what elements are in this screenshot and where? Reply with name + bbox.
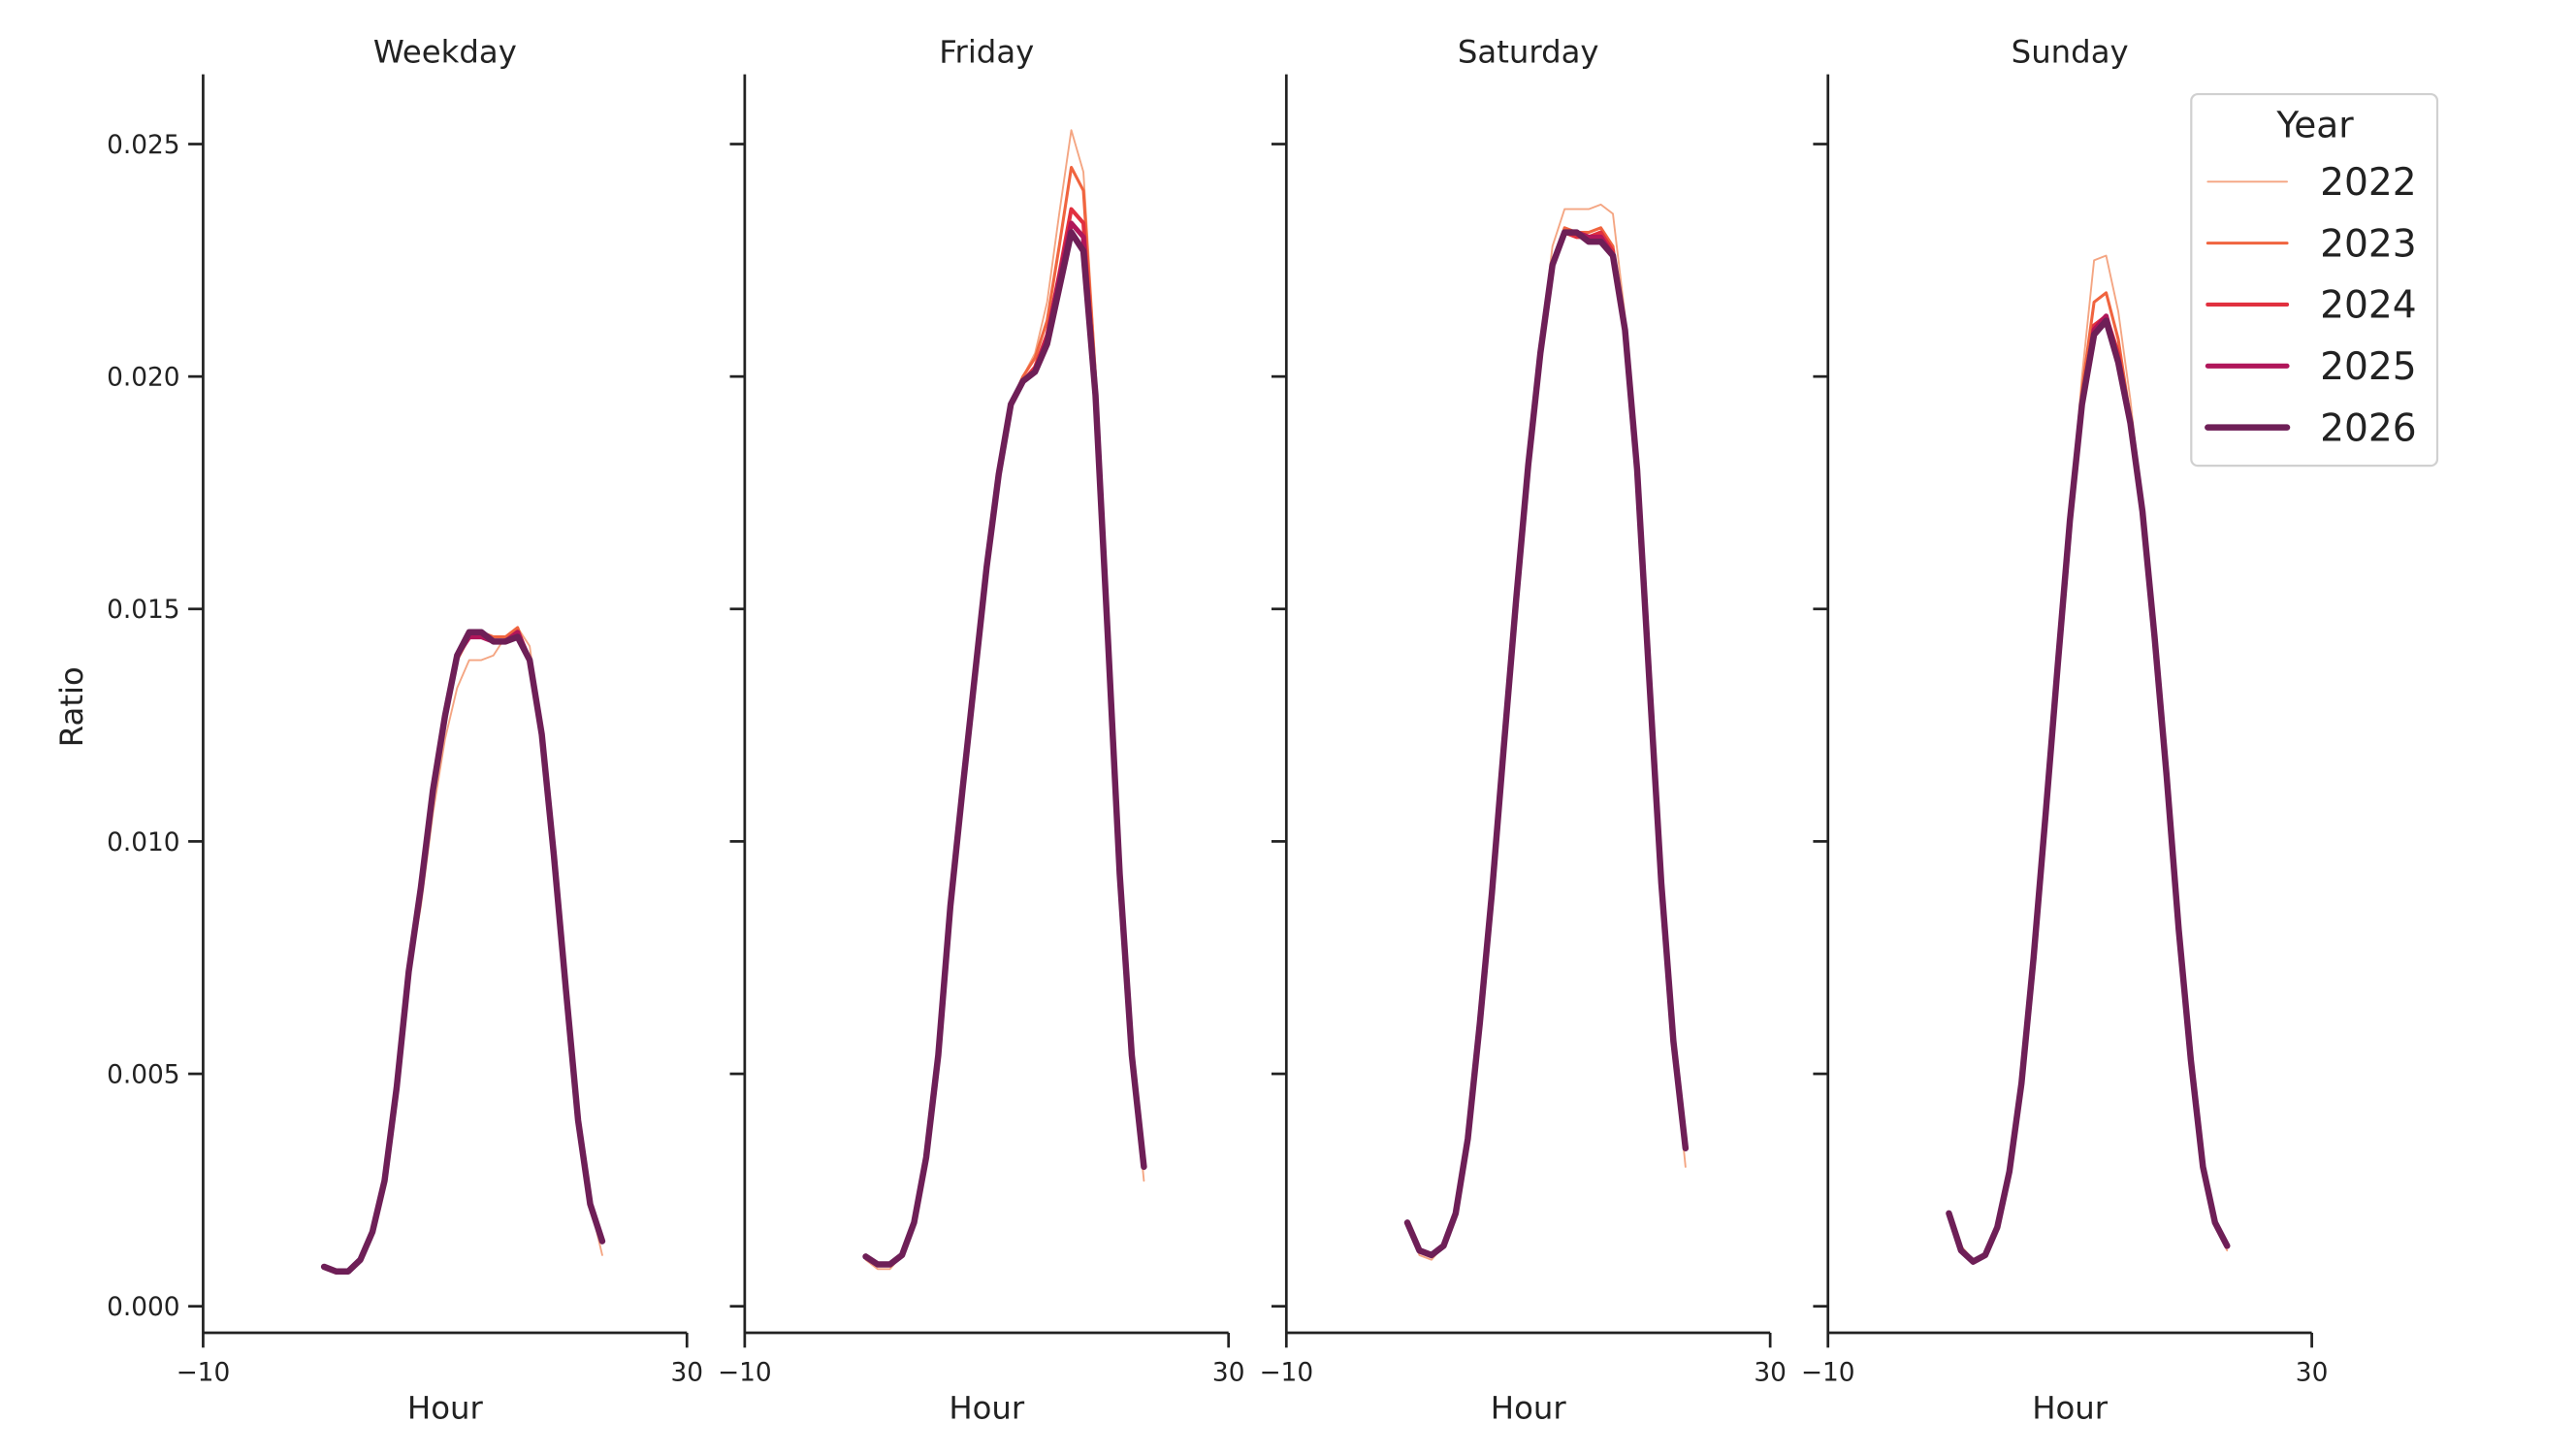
y-tick-label: 0.010	[107, 828, 180, 857]
y-tick-label: 0.025	[107, 131, 180, 160]
y-tick-label: 0.015	[107, 596, 180, 625]
x-tick-label: 30	[1212, 1358, 1245, 1387]
x-axis-label: Hour	[2032, 1390, 2109, 1427]
y-axis-label: Ratio	[53, 666, 90, 747]
x-axis-label: Hour	[1491, 1390, 1567, 1427]
panel-title: Weekday	[373, 34, 517, 71]
panel-weekday: Weekday 0.000 0.005 0.010 0.015 0.020 0.025 −10…	[107, 34, 703, 1427]
series-line-2025	[863, 220, 1146, 1268]
legend: Year 2022 2023 2024 2025 2026	[2190, 92, 2439, 468]
series-line-2023	[1405, 226, 1688, 1257]
series-line-2022	[864, 129, 1145, 1271]
panel-title: Sunday	[2012, 34, 2129, 71]
legend-label: 2022	[2320, 161, 2417, 205]
series-line-2026	[320, 629, 606, 1275]
series-line-2022	[1948, 254, 2229, 1261]
y-tick-label: 0.020	[107, 364, 180, 393]
panel-title: Saturday	[1458, 34, 1599, 71]
x-tick-label: −10	[1801, 1358, 1855, 1387]
legend-label: 2023	[2320, 222, 2417, 266]
series-line-2024	[1947, 313, 2230, 1264]
x-tick-label: 30	[670, 1358, 703, 1387]
series-line-2023	[864, 165, 1145, 1267]
y-tick-label: 0.000	[107, 1293, 180, 1322]
x-tick-label: −10	[1259, 1358, 1313, 1387]
series-line-2022	[1406, 203, 1687, 1261]
legend-label: 2026	[2320, 406, 2417, 450]
series-line-2024	[863, 207, 1146, 1267]
x-axis-label: Hour	[949, 1390, 1025, 1427]
y-tick-label: 0.005	[107, 1060, 180, 1089]
panel-title: Friday	[939, 34, 1034, 71]
x-tick-label: −10	[177, 1358, 231, 1387]
series-line-2026	[862, 229, 1147, 1268]
series-line-2026	[1403, 229, 1690, 1259]
legend-label: 2024	[2320, 284, 2417, 328]
panel-friday: Friday −10 30 Hour	[718, 34, 1244, 1427]
series-line-2024	[1404, 230, 1688, 1257]
x-tick-label: 30	[1754, 1358, 1787, 1387]
series-line-2025	[1404, 230, 1689, 1258]
series-line-2023	[1947, 291, 2229, 1264]
legend-box	[2190, 92, 2439, 468]
series-line-2026	[1946, 317, 2231, 1265]
x-axis-label: Hour	[407, 1390, 484, 1427]
series-line-2025	[1946, 313, 2230, 1265]
panel-sunday: Sunday −10 30 Hour	[1801, 34, 2328, 1427]
x-tick-label: −10	[718, 1358, 772, 1387]
x-tick-label: 30	[2296, 1358, 2329, 1387]
legend-title: Year	[2275, 103, 2354, 146]
legend-label: 2025	[2320, 345, 2417, 389]
panel-saturday: Saturday −10 30 Hour	[1259, 34, 1786, 1427]
